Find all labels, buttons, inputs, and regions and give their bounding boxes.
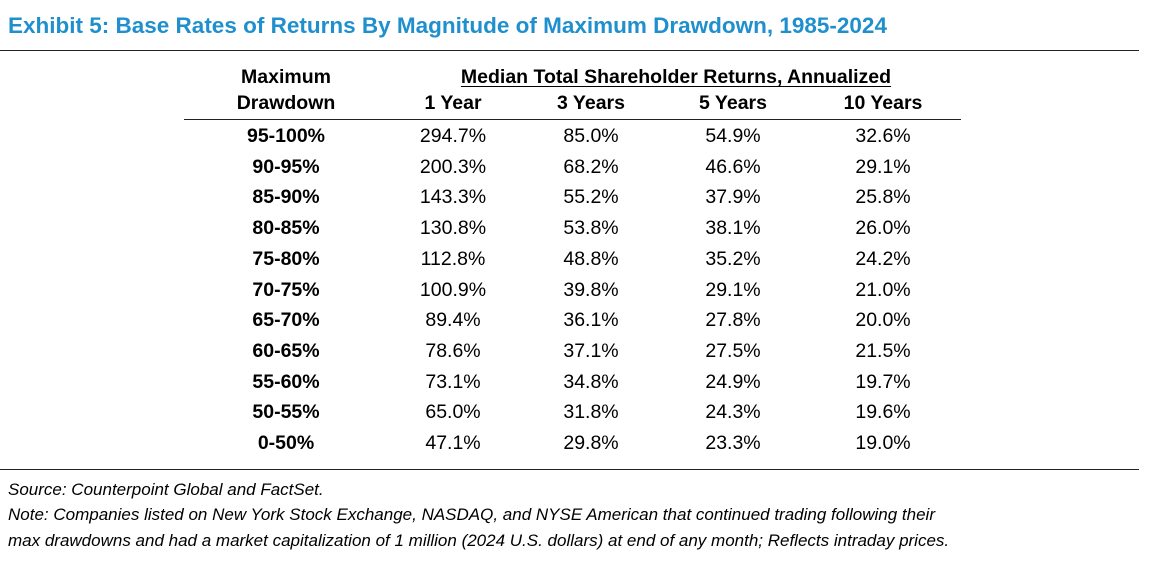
row-label: 0-50% (257, 432, 315, 454)
table-cell: 46.6% (705, 155, 761, 178)
group-header: Median Total Shareholder Returns, Annual… (460, 66, 892, 88)
table-cell: 53.8% (563, 217, 619, 240)
table-cell: 29.1% (855, 155, 911, 178)
table-cell: 130.8% (419, 217, 487, 240)
table-cell: 39.8% (563, 278, 619, 301)
column-header-1-year: 1 Year (424, 92, 482, 114)
table-cell: 100.9% (419, 278, 487, 301)
table-cell: 19.0% (855, 432, 911, 454)
table-cell: 29.8% (563, 432, 619, 454)
row-header-line1: Maximum (241, 66, 331, 88)
note-line-1: Note: Companies listed on New York Stock… (8, 505, 935, 524)
table-cell: 29.1% (705, 278, 761, 301)
row-label: 85-90% (252, 186, 320, 209)
source-note: Source: Counterpoint Global and FactSet. (8, 480, 324, 499)
table-row: 90-95% 200.3% 68.2% 46.6% 29.1% (0, 156, 1151, 187)
table-cell: 31.8% (563, 401, 619, 424)
table-row: 65-70% 89.4% 36.1% 27.8% 20.0% (0, 309, 1151, 340)
row-label: 95-100% (246, 125, 326, 147)
table-cell: 32.6% (855, 125, 911, 147)
column-header-3-years: 3 Years (557, 92, 625, 114)
table-cell: 65.0% (425, 401, 481, 424)
header-divider (184, 119, 961, 120)
table-cell: 21.5% (855, 339, 911, 362)
row-label: 80-85% (252, 217, 320, 240)
table-cell: 37.9% (705, 186, 761, 209)
row-label: 55-60% (252, 370, 320, 393)
table-cell: 34.8% (563, 370, 619, 393)
table-cell: 38.1% (705, 217, 761, 240)
table-cell: 200.3% (419, 155, 487, 178)
table-row: 75-80% 112.8% 48.8% 35.2% 24.2% (0, 248, 1151, 279)
title-divider (0, 50, 1139, 51)
table-cell: 21.0% (855, 278, 911, 301)
table-cell: 24.9% (705, 370, 761, 393)
footer-divider (0, 469, 1139, 470)
table-row: 95-100% 294.7% 85.0% 54.9% 32.6% (0, 125, 1151, 156)
table-cell: 68.2% (563, 155, 619, 178)
table-cell: 85.0% (563, 125, 619, 147)
table-cell: 20.0% (855, 309, 911, 332)
row-label: 70-75% (252, 278, 320, 301)
table-cell: 35.2% (705, 247, 761, 270)
table-cell: 36.1% (563, 309, 619, 332)
table-row: 85-90% 143.3% 55.2% 37.9% 25.8% (0, 186, 1151, 217)
table-row: 80-85% 130.8% 53.8% 38.1% 26.0% (0, 217, 1151, 248)
note-line-2: max drawdowns and had a market capitaliz… (8, 531, 950, 550)
row-label: 65-70% (252, 309, 320, 332)
row-label: 90-95% (252, 155, 320, 178)
table-cell: 55.2% (563, 186, 619, 209)
row-header-line2: Drawdown (236, 92, 336, 114)
table-row: 55-60% 73.1% 34.8% 24.9% 19.7% (0, 371, 1151, 402)
table-row: 50-55% 65.0% 31.8% 24.3% 19.6% (0, 401, 1151, 432)
table-row: 70-75% 100.9% 39.8% 29.1% 21.0% (0, 279, 1151, 310)
table-cell: 112.8% (420, 247, 486, 270)
table-row: 0-50% 47.1% 29.8% 23.3% 19.0% (0, 432, 1151, 463)
row-label: 75-80% (252, 247, 320, 270)
table-cell: 78.6% (425, 339, 481, 362)
table-row: 60-65% 78.6% 37.1% 27.5% 21.5% (0, 340, 1151, 371)
table-cell: 19.6% (855, 401, 911, 424)
table-cell: 47.1% (425, 432, 481, 454)
table-cell: 37.1% (563, 339, 619, 362)
table-cell: 143.3% (419, 186, 487, 209)
table-cell: 26.0% (855, 217, 911, 240)
table-cell: 24.3% (705, 401, 761, 424)
row-label: 60-65% (252, 339, 320, 362)
column-header-10-years: 10 Years (843, 92, 923, 114)
table-cell: 25.8% (855, 186, 911, 209)
table-cell: 27.8% (705, 309, 761, 332)
table-cell: 24.2% (855, 247, 911, 270)
table-cell: 73.1% (425, 370, 481, 393)
table-cell: 19.7% (855, 370, 911, 393)
table-cell: 23.3% (705, 432, 761, 454)
table-cell: 48.8% (563, 247, 619, 270)
table-cell: 27.5% (705, 339, 761, 362)
exhibit-title: Exhibit 5: Base Rates of Returns By Magn… (8, 13, 887, 38)
table-cell: 89.4% (425, 309, 481, 332)
row-label: 50-55% (252, 401, 320, 424)
column-header-5-years: 5 Years (699, 92, 767, 114)
table-cell: 54.9% (705, 125, 761, 147)
table-cell: 294.7% (419, 125, 487, 147)
